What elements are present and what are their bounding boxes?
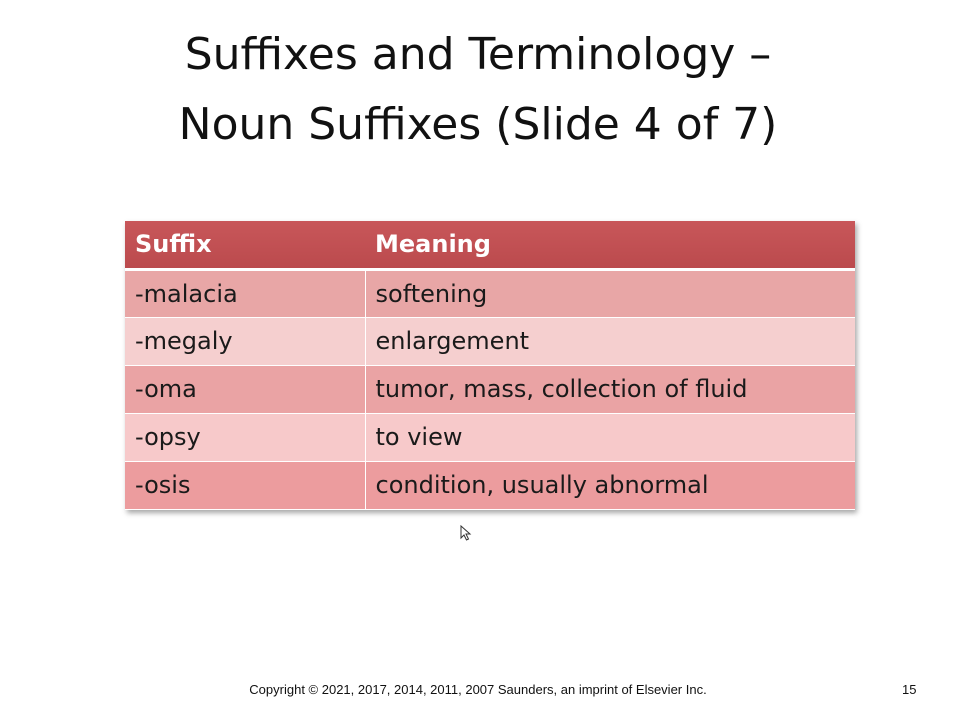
table-row: -opsy to view [125,413,855,462]
suffix-cell: -osis [125,461,365,510]
suffix-table: Suffix Meaning -malacia softening -megal… [125,221,855,510]
meaning-cell: condition, usually abnormal [364,461,855,510]
suffix-cell: -opsy [125,413,365,462]
page-number: 15 [902,682,917,697]
suffix-cell: -malacia [125,269,365,318]
meaning-cell: softening [364,269,855,318]
copyright-text: Copyright © 2021, 2017, 2014, 2011, 2007… [249,682,707,697]
table-row: -oma tumor, mass, collection of fluid [125,365,855,414]
table-header-row: Suffix Meaning [125,221,855,271]
title-line-1: Suffixes and Terminology – [184,29,772,80]
table-row: -megaly enlargement [125,317,855,366]
table-row: -malacia softening [125,269,855,318]
table-row: -osis condition, usually abnormal [125,461,855,510]
meaning-cell: tumor, mass, collection of fluid [364,365,855,414]
title-line-2: Noun Suffixes (Slide 4 of 7) [178,99,778,150]
meaning-cell: enlargement [364,317,855,366]
suffix-cell: -oma [125,365,365,414]
header-suffix: Suffix [125,221,365,271]
suffix-cell: -megaly [125,317,365,366]
meaning-cell: to view [364,413,855,462]
slide-title: Suffixes and Terminology – Noun Suffixes… [60,20,896,160]
header-meaning: Meaning [365,221,855,271]
mouse-pointer-icon [460,525,472,541]
